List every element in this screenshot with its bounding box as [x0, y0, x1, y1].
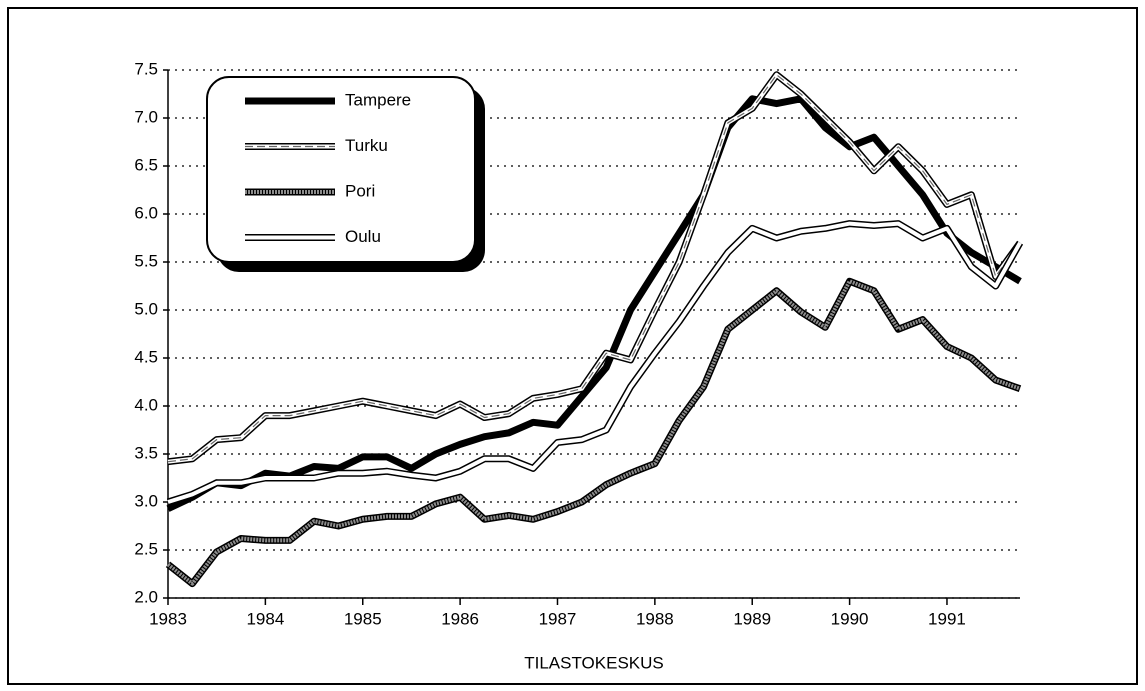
x-tick-label: 1986 [441, 609, 479, 628]
series-line [166, 95, 1022, 512]
y-tick-label: 7.0 [134, 107, 158, 126]
x-tick-label: 1991 [928, 609, 966, 628]
legend-label: Pori [345, 181, 375, 200]
y-tick-label: 5.5 [134, 251, 158, 270]
y-tick-label: 6.5 [134, 155, 158, 174]
x-tick-label: 1985 [344, 609, 382, 628]
x-tick-label: 1987 [539, 609, 577, 628]
x-tick-label: 1984 [246, 609, 284, 628]
x-tick-label: 1990 [831, 609, 869, 628]
x-tick-label: 1983 [149, 609, 187, 628]
legend [206, 76, 476, 263]
series-line [167, 221, 1022, 504]
y-tick-label: 3.0 [134, 491, 158, 510]
x-axis-label: TILASTOKESKUS [524, 653, 664, 672]
y-tick-label: 5.0 [134, 299, 158, 318]
y-tick-label: 2.5 [134, 539, 158, 558]
y-tick-label: 3.5 [134, 443, 158, 462]
y-tick-label: 4.5 [134, 347, 158, 366]
x-tick-label: 1989 [733, 609, 771, 628]
y-tick-label: 6.0 [134, 203, 158, 222]
series-line [166, 279, 1021, 586]
series-line [167, 74, 1021, 463]
legend-label: Oulu [345, 227, 381, 246]
legend-label: Tampere [345, 90, 411, 109]
x-tick-label: 1988 [636, 609, 674, 628]
y-tick-label: 7.5 [134, 59, 158, 78]
frame [7, 7, 1138, 685]
legend-label: Turku [345, 136, 388, 155]
y-tick-label: 4.0 [134, 395, 158, 414]
y-tick-label: 2.0 [134, 587, 158, 606]
